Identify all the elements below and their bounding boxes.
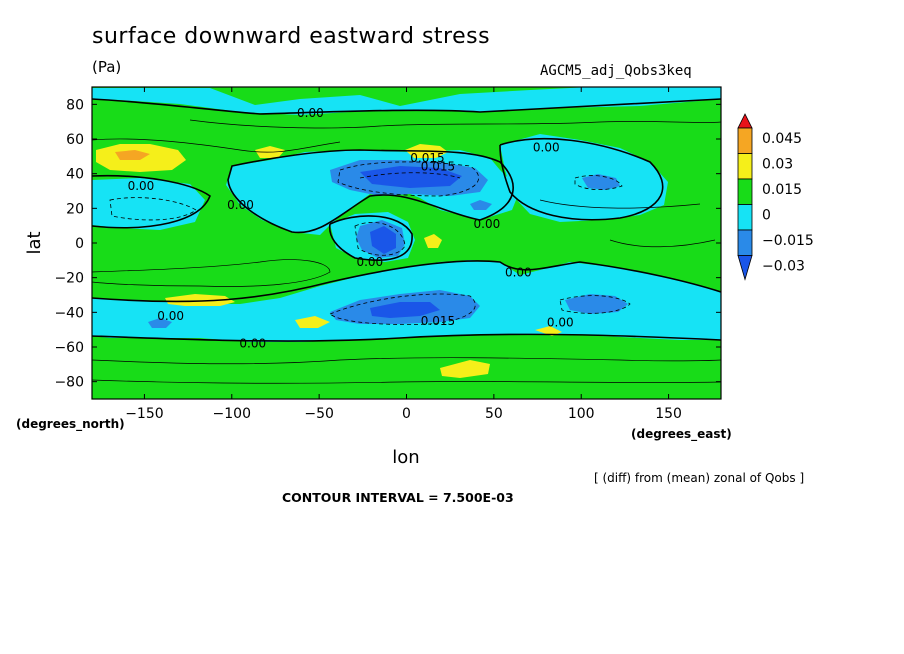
y-tick-label: −40: [54, 305, 84, 321]
contour-label: 0.00: [356, 255, 383, 269]
contour-labels: 0.000.000.0150.0150.000.000.000.000.000.…: [128, 106, 574, 351]
deepest-negative-regions: [360, 166, 462, 318]
maximum-eq: [424, 234, 442, 248]
colorbar-label: −0.03: [762, 259, 805, 275]
maximum-s2: [295, 316, 330, 328]
maximum-n3: [535, 326, 562, 336]
x-axis-label: lon: [392, 447, 419, 468]
y-tick-label: 0: [75, 236, 84, 252]
y-tick-label: 60: [66, 132, 84, 148]
contour-label: 0.00: [297, 106, 324, 120]
reference-note: [ (diff) from (mean) zonal of Qobs ]: [594, 471, 804, 485]
positive-contours: [92, 119, 721, 384]
maximum-s3: [440, 360, 490, 378]
zero-contour-south: [92, 260, 721, 303]
contour-label: 0.00: [239, 337, 266, 351]
small-min-1: [470, 200, 492, 210]
north-pacific-peak: [115, 150, 150, 160]
x-tick-label: 100: [568, 406, 595, 422]
small-min-2: [148, 318, 172, 328]
contour-label: 0.015: [421, 314, 455, 328]
south-atlantic-minimum: [565, 294, 628, 314]
deep-min-north: [360, 166, 462, 188]
pos-contour-3: [92, 357, 721, 365]
y-tick-label: −20: [54, 271, 84, 287]
colorbar-swatch: [737, 204, 753, 231]
contour-label: 0.00: [157, 309, 184, 323]
colorbar-swatch: [737, 178, 753, 205]
neg-contour-7: [359, 172, 461, 179]
neg-contour-1: [337, 161, 480, 197]
contour-label: 0.00: [128, 179, 155, 193]
x-tick-label: 150: [655, 406, 682, 422]
colorbar-top-arrow: [737, 113, 753, 129]
arctic-negative-region: [92, 87, 721, 115]
contour-label: 0.015: [410, 151, 444, 165]
contour-label: 0.00: [505, 265, 532, 279]
pos-contour-4: [92, 379, 721, 384]
contour-field: [92, 87, 721, 399]
axes: −150 −100 −50 0 50 100 150 80 60 40 20 0 −20 −40 −60 −8…: [54, 87, 721, 422]
negative-contours: [109, 161, 631, 325]
neg-contour-3: [329, 293, 476, 325]
chart-title: surface downward eastward stress: [92, 24, 491, 49]
pos-contour-1: [189, 119, 721, 129]
colorbar-label: 0: [762, 208, 771, 224]
y-tick-label: −60: [54, 340, 84, 356]
zero-contour-atlantic: [499, 137, 664, 221]
neg-contour-4: [559, 295, 631, 314]
zero-contour-arctic: [92, 98, 721, 115]
zero-contour-central: [227, 149, 514, 234]
x-tick-label: 50: [485, 406, 503, 422]
colorbar: 0.045 0.03 0.015 0 −0.015 −0.03: [737, 113, 814, 281]
zero-contour-south-lower: [92, 333, 721, 342]
x-unit-label: (degrees_east): [631, 427, 732, 442]
pos-contour-7: [609, 239, 716, 248]
x-tick-label: −50: [304, 406, 334, 422]
pos-contour-2: [92, 259, 331, 287]
x-tick-label: −100: [213, 406, 251, 422]
colorbar-swatch: [737, 153, 753, 180]
units-label: (Pa): [92, 58, 122, 76]
pos-contour-6: [539, 199, 701, 209]
y-tick-label: 80: [66, 97, 84, 113]
colorbar-label: 0.045: [762, 131, 802, 147]
deep-min-equatorial: [370, 226, 396, 254]
contour-interval-label: CONTOUR INTERVAL = 7.500E-03: [282, 490, 514, 505]
north-pacific-negative-region: [92, 178, 205, 230]
zero-contour-north: [92, 174, 211, 229]
contour-label: 0.00: [474, 217, 501, 231]
pos-contour-5: [92, 138, 341, 153]
deep-min-south: [370, 302, 440, 318]
contour-label: 0.00: [547, 316, 574, 330]
y-unit-label: (degrees_north): [16, 417, 125, 432]
contour-label: 0.00: [533, 141, 560, 155]
colorbar-bottom-arrow: [737, 255, 753, 281]
run-id-label: AGCM5_adj_Qobs3keq: [540, 63, 692, 79]
colorbar-swatch: [737, 229, 753, 256]
neg-contour-5: [574, 175, 623, 190]
neg-contour-6: [109, 197, 197, 221]
contour-label: 0.015: [421, 160, 455, 174]
colorbar-swatch: [737, 127, 753, 154]
colorbar-label: −0.015: [762, 233, 814, 249]
colorbar-label: 0.015: [762, 182, 802, 198]
positive-band-regions: [96, 144, 562, 378]
x-tick-label: 0: [402, 406, 411, 422]
y-tick-label: 20: [66, 201, 84, 217]
maximum-s1: [165, 294, 235, 306]
contour-label: 0.00: [227, 198, 254, 212]
zero-contour-equator: [328, 215, 413, 261]
x-tick-label: −150: [125, 406, 163, 422]
colorbar-label: 0.03: [762, 157, 793, 173]
y-tick-label: −80: [54, 375, 84, 391]
zero-contours: [92, 98, 721, 342]
y-tick-label: 40: [66, 167, 84, 183]
neg-contour-2: [354, 222, 406, 256]
y-axis-label: lat: [24, 231, 45, 254]
